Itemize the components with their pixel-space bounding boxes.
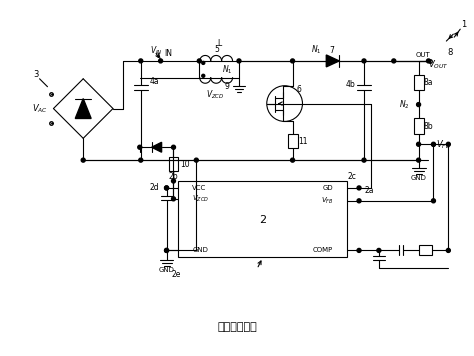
Text: 7: 7 (330, 47, 335, 56)
Text: OUT: OUT (415, 52, 430, 58)
Circle shape (164, 248, 169, 252)
Circle shape (447, 142, 450, 146)
Text: IN: IN (164, 49, 173, 58)
Bar (169, 157, 178, 171)
Circle shape (357, 248, 361, 252)
Circle shape (172, 197, 175, 201)
Circle shape (194, 158, 198, 162)
Text: 9: 9 (225, 82, 229, 91)
Bar (419, 246, 432, 255)
Text: 5: 5 (215, 44, 219, 53)
Circle shape (138, 145, 142, 149)
Text: 4b: 4b (345, 80, 355, 89)
Circle shape (139, 59, 143, 63)
Circle shape (377, 248, 381, 252)
Text: $N_1$: $N_1$ (222, 64, 232, 76)
Circle shape (172, 145, 175, 149)
Circle shape (431, 142, 436, 146)
Text: VCC: VCC (192, 185, 207, 191)
Circle shape (139, 158, 143, 162)
Text: 2e: 2e (172, 270, 181, 279)
Text: 3: 3 (33, 70, 38, 79)
Circle shape (291, 59, 294, 63)
Text: 2a: 2a (364, 187, 374, 195)
Circle shape (357, 199, 361, 203)
Text: 8a: 8a (424, 78, 433, 87)
Text: 11: 11 (298, 137, 307, 146)
Text: 4a: 4a (150, 77, 159, 86)
Text: 10: 10 (181, 159, 190, 169)
Text: $V_{ZCD}$: $V_{ZCD}$ (192, 194, 210, 204)
Polygon shape (326, 55, 339, 67)
Text: $V_{AC}$: $V_{AC}$ (32, 102, 47, 115)
Text: 2: 2 (259, 215, 266, 225)
Circle shape (427, 59, 430, 63)
Polygon shape (75, 99, 91, 119)
Circle shape (362, 59, 366, 63)
Circle shape (357, 186, 361, 190)
Text: L: L (217, 38, 221, 48)
Text: $V_{FB}$: $V_{FB}$ (436, 138, 451, 151)
Text: $V_{FB}$: $V_{FB}$ (320, 196, 333, 206)
Text: 8b: 8b (424, 122, 433, 131)
Text: GD: GD (323, 185, 333, 191)
Circle shape (362, 158, 366, 162)
Circle shape (291, 158, 294, 162)
Circle shape (237, 59, 241, 63)
Text: $V_{ZCD}$: $V_{ZCD}$ (206, 88, 224, 101)
Circle shape (417, 103, 420, 106)
Polygon shape (152, 142, 162, 152)
Bar (288, 134, 298, 148)
Circle shape (159, 59, 163, 63)
Text: COMP: COMP (313, 247, 333, 253)
Text: $V_{OUT}$: $V_{OUT}$ (428, 59, 449, 71)
Text: $V_{IN}$: $V_{IN}$ (150, 45, 163, 57)
Text: $N_2$: $N_2$ (400, 98, 410, 111)
Text: 2b: 2b (169, 172, 178, 180)
Text: 6: 6 (296, 85, 301, 94)
Text: 2d: 2d (150, 183, 159, 193)
Circle shape (447, 248, 450, 252)
Text: （现有技术）: （现有技术） (217, 322, 257, 332)
Bar (178, 181, 347, 257)
Circle shape (164, 186, 169, 190)
Circle shape (417, 158, 420, 162)
Circle shape (417, 142, 420, 146)
Text: GND: GND (410, 175, 427, 181)
Circle shape (202, 74, 205, 77)
Text: 2c: 2c (347, 172, 356, 180)
Circle shape (431, 199, 436, 203)
Text: GND: GND (159, 267, 174, 273)
Bar (414, 119, 424, 134)
Circle shape (202, 62, 205, 64)
Circle shape (164, 248, 169, 252)
Text: GND: GND (192, 247, 208, 253)
Text: 1: 1 (461, 20, 466, 29)
Text: 8: 8 (447, 48, 453, 57)
Circle shape (164, 186, 169, 190)
Circle shape (81, 158, 85, 162)
Bar (414, 75, 424, 90)
Circle shape (172, 179, 175, 183)
Circle shape (392, 59, 396, 63)
Text: $N_1$: $N_1$ (311, 44, 322, 56)
Circle shape (197, 59, 201, 63)
